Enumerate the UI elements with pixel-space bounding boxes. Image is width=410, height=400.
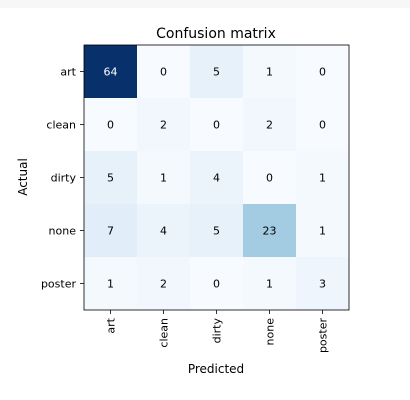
heatmap-cell-dirty-art: [84, 151, 138, 205]
heatmap-cell-none-poster: [296, 204, 350, 258]
cell-value-label: 23: [263, 225, 277, 238]
heatmap-cell-poster-poster: [296, 257, 350, 311]
notebook-output-bar: [0, 0, 410, 8]
heatmap-cell-none-art: [84, 204, 138, 258]
cell-value-label: 1: [319, 172, 326, 185]
cell-value-label: 0: [213, 278, 220, 291]
y-tick-label: dirty: [51, 172, 77, 185]
x-tick-label: clean: [158, 318, 171, 348]
cell-value-label: 0: [266, 172, 273, 185]
cell-value-label: 64: [104, 66, 118, 79]
y-tick-label: clean: [46, 119, 76, 132]
heatmap-cell-clean-dirty: [190, 98, 244, 152]
cell-value-label: 0: [319, 119, 326, 132]
heatmap-cell-poster-art: [84, 257, 138, 311]
heatmap-cell-labels: 64 0 5 1 00 2 0 2 05 1 4 0 17 4 5 23 11 2 0 1 3: [104, 66, 327, 291]
y-tick-label: art: [60, 66, 76, 79]
x-tick-label: art: [105, 317, 118, 333]
cell-value-label: 0: [319, 66, 326, 79]
cell-value-label: 5: [213, 66, 220, 79]
cell-value-label: 1: [266, 278, 273, 291]
cell-value-label: 0: [107, 119, 114, 132]
cell-value-label: 5: [213, 225, 220, 238]
heatmap-cell-none-none: [243, 204, 297, 258]
heatmap-cell-poster-clean: [137, 257, 191, 311]
heatmap-cell-art-clean: [137, 45, 191, 99]
cell-value-label: 2: [160, 278, 167, 291]
heatmap-cell-dirty-clean: [137, 151, 191, 205]
y-tick-label: none: [49, 225, 77, 238]
cell-value-label: 1: [107, 278, 114, 291]
cell-value-label: 5: [107, 172, 114, 185]
cell-value-label: 0: [213, 119, 220, 132]
heatmap-cells: [84, 45, 350, 311]
x-tick-label: dirty: [211, 318, 224, 344]
chart-title: Confusion matrix: [156, 26, 276, 42]
cell-value-label: 3: [319, 278, 326, 291]
heatmap-cell-art-art: [84, 45, 138, 99]
cell-value-label: 4: [213, 172, 220, 185]
heatmap-cell-clean-poster: [296, 98, 350, 152]
x-tick-label: poster: [317, 318, 330, 354]
heatmap-cell-dirty-poster: [296, 151, 350, 205]
cell-value-label: 0: [160, 66, 167, 79]
cell-value-label: 4: [160, 225, 167, 238]
heatmap-cell-clean-clean: [137, 98, 191, 152]
y-tick-label: poster: [41, 278, 77, 291]
x-axis: art clean dirty none poster: [105, 310, 330, 353]
heatmap-cell-art-poster: [296, 45, 350, 99]
heatmap-cell-art-none: [243, 45, 297, 99]
heatmap-cell-poster-none: [243, 257, 297, 311]
heatmap-cell-dirty-dirty: [190, 151, 244, 205]
cell-value-label: 2: [266, 119, 273, 132]
cell-value-label: 1: [160, 172, 167, 185]
cell-value-label: 7: [107, 225, 114, 238]
heatmap-cell-poster-dirty: [190, 257, 244, 311]
x-axis-label: Predicted: [188, 362, 244, 376]
cell-value-label: 1: [266, 66, 273, 79]
y-axis-label: Actual: [16, 158, 30, 196]
heatmap-cell-clean-art: [84, 98, 138, 152]
y-axis: art clean dirty none poster: [41, 66, 84, 291]
heatmap-cell-dirty-none: [243, 151, 297, 205]
cell-value-label: 1: [319, 225, 326, 238]
x-tick-label: none: [264, 318, 277, 346]
heatmap-cell-none-clean: [137, 204, 191, 258]
cell-value-label: 2: [160, 119, 167, 132]
heatmap-cell-art-dirty: [190, 45, 244, 99]
heatmap-cell-none-dirty: [190, 204, 244, 258]
heatmap-cell-clean-none: [243, 98, 297, 152]
